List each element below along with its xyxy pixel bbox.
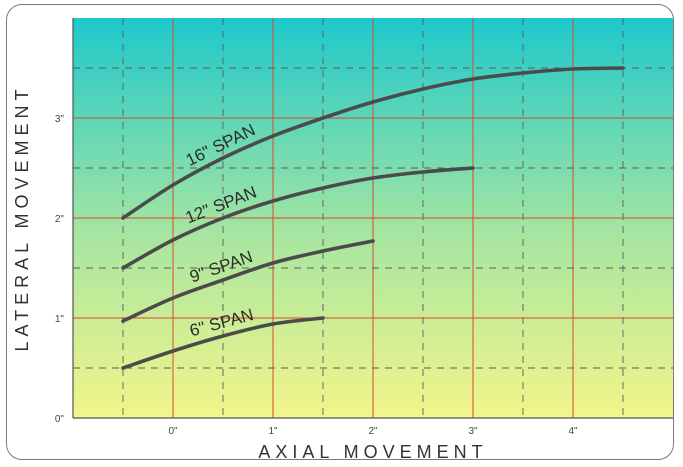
y-axis-title: LATERAL MOVEMENT — [12, 84, 32, 351]
x-axis-title: AXIAL MOVEMENT — [258, 442, 487, 462]
y-tick-label: 1" — [55, 314, 65, 325]
x-tick-label: 0" — [168, 426, 178, 437]
y-tick-label: 3" — [55, 114, 65, 125]
series-curve — [121, 66, 625, 220]
series-curves — [121, 66, 625, 370]
x-tick-label: 3" — [468, 426, 478, 437]
series-curve — [121, 316, 325, 370]
x-tick-label: 2" — [368, 426, 378, 437]
series-curve — [121, 239, 375, 323]
tick-labels: 0" 1" 2" 3" 4" 0" 1" 2" 3" — [55, 114, 578, 437]
series-curve — [121, 166, 475, 270]
y-tick-label: 2" — [55, 214, 65, 225]
x-tick-label: 1" — [268, 426, 278, 437]
y-tick-label: 0" — [55, 414, 65, 425]
x-tick-label: 4" — [568, 426, 578, 437]
